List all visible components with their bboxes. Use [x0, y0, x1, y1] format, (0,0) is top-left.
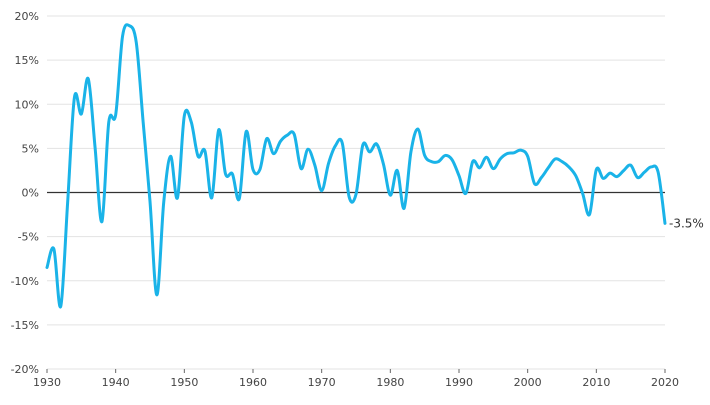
y-tick-label: -15% — [11, 319, 39, 332]
x-tick-label: 2000 — [514, 376, 542, 389]
x-tick-label: 2020 — [651, 376, 679, 389]
y-tick-label: 0% — [22, 187, 39, 200]
x-tick-label: 2010 — [582, 376, 610, 389]
end-value-annotation: -3.5% — [669, 216, 704, 230]
y-tick-label: 5% — [22, 142, 39, 155]
x-tick-label: 1950 — [170, 376, 198, 389]
x-tick-label: 1930 — [33, 376, 61, 389]
x-tick-label: 1960 — [239, 376, 267, 389]
y-axis-ticks: -20% -15% -10% -5% 0% 5% 10% 15% 20% — [11, 10, 39, 376]
y-tick-label: 15% — [15, 54, 39, 67]
y-tick-label: -5% — [18, 231, 39, 244]
series-line — [45, 23, 667, 309]
x-axis-ticks: 1930 1940 1950 1960 1970 1980 1990 2000 2010 2020 — [33, 369, 679, 389]
y-tick-label: 20% — [15, 10, 39, 23]
y-tick-label: -20% — [11, 363, 39, 376]
y-tick-label: 10% — [15, 98, 39, 111]
x-tick-label: 1940 — [102, 376, 130, 389]
x-tick-label: 1990 — [445, 376, 473, 389]
x-tick-label: 1970 — [308, 376, 336, 389]
y-tick-label: -10% — [11, 275, 39, 288]
x-tick-label: 1980 — [376, 376, 404, 389]
